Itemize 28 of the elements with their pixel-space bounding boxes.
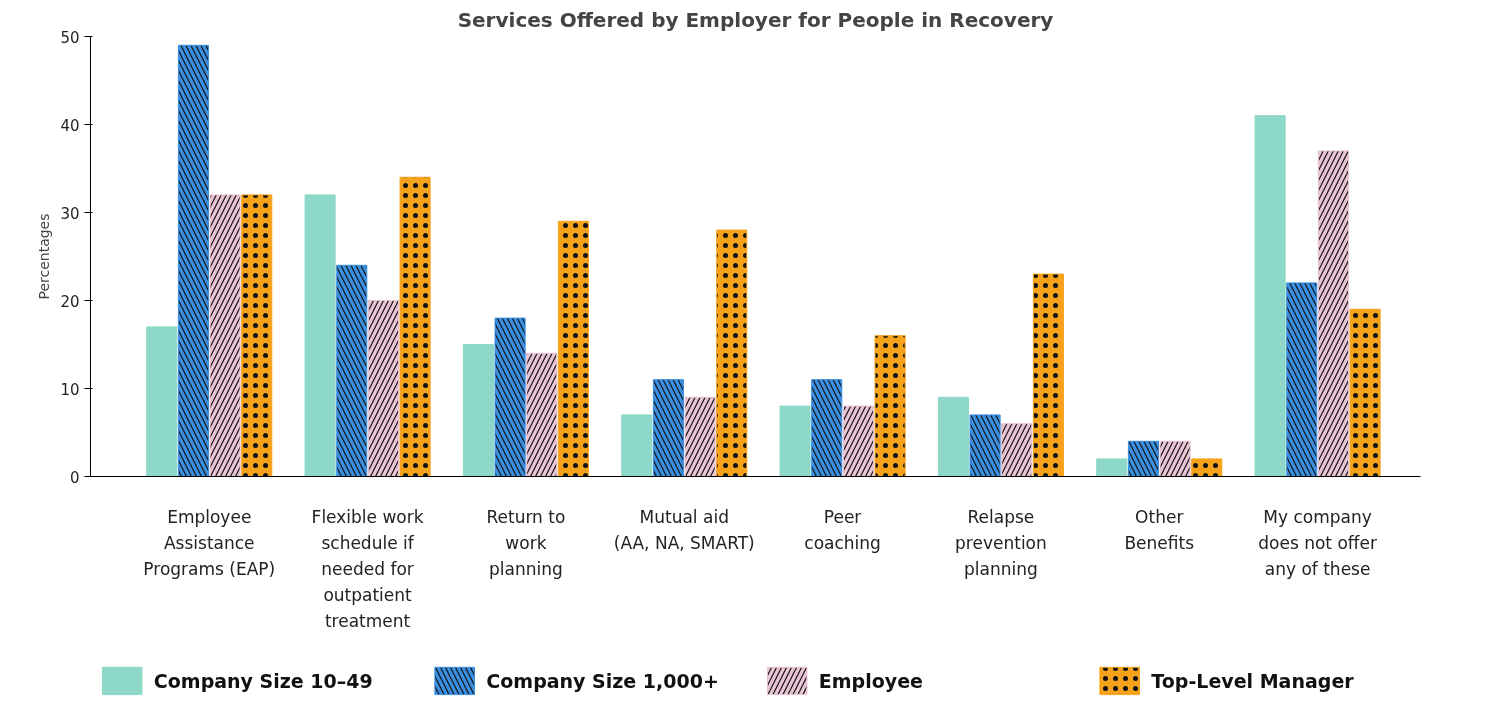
x-tick-label: Peer coaching xyxy=(804,507,881,554)
bar xyxy=(304,194,336,477)
y-axis-title: Percentages xyxy=(36,213,53,300)
x-tick-label: Other Benefits xyxy=(1124,507,1195,554)
legend-label: Company Size 1,000+ xyxy=(486,669,719,692)
bar xyxy=(621,414,653,477)
legend-label: Top-Level Manager xyxy=(1151,669,1355,692)
y-tick-label: 20 xyxy=(60,292,80,311)
y-tick-label: 30 xyxy=(60,204,80,223)
x-tick-label: My company does not offer any of these xyxy=(1258,507,1377,580)
bar xyxy=(937,396,969,477)
y-tick-label: 0 xyxy=(69,468,80,487)
y-tick-label: 10 xyxy=(60,380,80,399)
y-tick-label: 40 xyxy=(60,116,80,135)
x-tick-label: Mutual aid (AA, NA, SMART) xyxy=(613,507,755,554)
bar xyxy=(1096,458,1128,477)
bar xyxy=(1254,115,1286,477)
legend-label: Company Size 10–49 xyxy=(153,669,373,692)
chart-title: Services Offered by Employer for People in Recovery xyxy=(457,7,1054,32)
x-tick-label: Flexible work schedule if needed for outpatient treatment xyxy=(311,507,424,632)
x-tick-label: Return to work planning xyxy=(486,507,566,580)
legend-label: Employee xyxy=(818,669,923,692)
y-tick-label: 50 xyxy=(60,28,80,47)
bar xyxy=(146,326,178,477)
x-tick-label: Relapse prevention planning xyxy=(955,507,1047,580)
bar xyxy=(462,344,494,477)
x-tick-label: Employee Assistance Programs (EAP) xyxy=(143,507,276,580)
bar xyxy=(779,405,811,477)
